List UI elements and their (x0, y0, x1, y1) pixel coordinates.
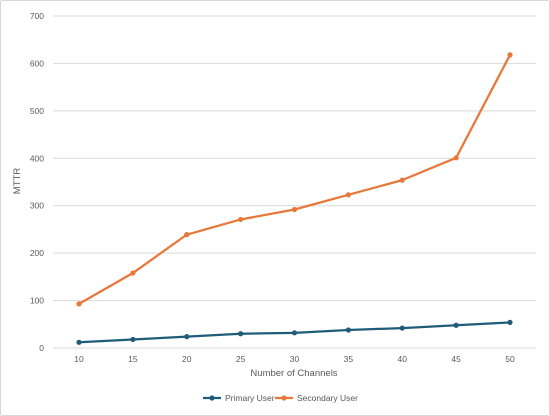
gridlines (53, 15, 536, 349)
data-point (399, 177, 405, 183)
y-tick-label: 300 (30, 201, 44, 211)
data-point (130, 336, 136, 343)
y-tick-label: 100 (30, 296, 44, 306)
data-point (345, 327, 351, 333)
x-axis-title: Number of Channels (250, 368, 337, 379)
y-tick-label: 500 (30, 106, 44, 116)
x-tick-label: 45 (451, 354, 461, 364)
data-point (76, 301, 82, 307)
legend-item: Secondary User (275, 393, 358, 403)
data-point (291, 206, 298, 213)
y-tick-label: 200 (30, 248, 44, 258)
legend: Primary User Secondary User (203, 393, 358, 403)
data-point (453, 322, 459, 328)
x-tick-label: 15 (128, 354, 138, 364)
x-tick-label: 30 (290, 354, 300, 364)
legend-marker (209, 395, 215, 401)
data-point (238, 216, 244, 223)
data-point (184, 232, 190, 238)
legend-label: Primary User (225, 393, 275, 403)
series-group (76, 52, 513, 307)
y-tick-label: 700 (30, 11, 44, 21)
x-tick-label: 20 (182, 354, 192, 364)
data-point (76, 339, 82, 345)
y-tick-label: 0 (39, 343, 44, 353)
x-axis-ticks: 10 15 20 25 30 35 40 45 50 (74, 354, 515, 364)
x-tick-label: 25 (236, 354, 246, 364)
data-point (238, 331, 244, 337)
series-group (76, 319, 513, 345)
x-tick-label: 50 (505, 354, 515, 364)
series-layer (76, 52, 513, 345)
y-tick-label: 400 (30, 153, 44, 163)
legend-item: Primary User (203, 393, 275, 403)
x-tick-label: 40 (398, 354, 408, 364)
data-point (130, 270, 136, 276)
y-axis-title: MTTR (12, 168, 23, 195)
data-point (507, 319, 513, 325)
legend-marker (281, 395, 287, 401)
y-axis-ticks: 0 100 200 300 400 500 600 700 (30, 11, 44, 353)
data-point (453, 155, 459, 161)
y-tick-label: 600 (30, 58, 44, 68)
x-tick-label: 35 (344, 354, 354, 364)
data-point (399, 325, 405, 331)
series-line (77, 53, 512, 306)
legend-label: Secondary User (297, 393, 358, 403)
data-point (345, 192, 351, 198)
data-point (507, 52, 513, 58)
data-point (291, 330, 298, 336)
x-tick-label: 10 (74, 354, 84, 364)
data-point (184, 334, 190, 340)
